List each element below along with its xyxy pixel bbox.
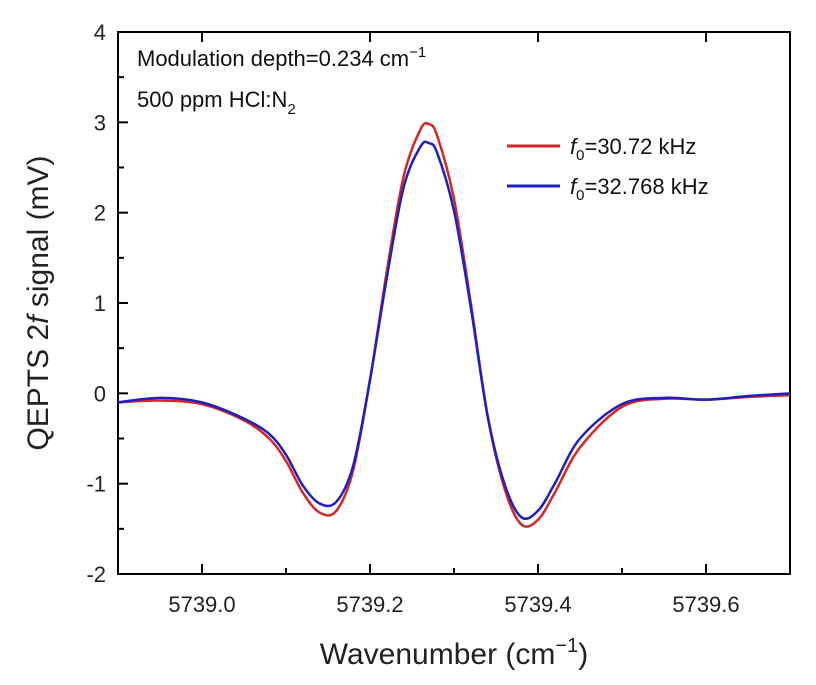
legend: f0=30.72 kHz f0=32.768 kHz bbox=[507, 134, 709, 204]
y-tick-label: -1 bbox=[86, 472, 106, 497]
y-tick-label: 3 bbox=[94, 110, 106, 135]
y-tick-label: 1 bbox=[94, 291, 106, 316]
legend-label-red: f0=30.72 kHz bbox=[570, 134, 696, 164]
series-line-30-72-khz bbox=[118, 121, 790, 528]
legend-label-blue: f0=32.768 kHz bbox=[570, 174, 709, 204]
y-axis-title: QEPTS 2f signal (mV) bbox=[22, 155, 55, 450]
plot-frame bbox=[117, 31, 791, 575]
series-lines bbox=[118, 121, 790, 528]
x-tick-label: 5739.2 bbox=[336, 592, 403, 617]
tick-labels: 5739.0 5739.2 5739.4 5739.6 -2 -1 0 1 2 3 4 bbox=[86, 20, 739, 617]
ticks bbox=[118, 31, 707, 575]
annotation-modulation-depth: Modulation depth=0.234 cm−1 bbox=[137, 44, 426, 71]
x-axis-title: Wavenumber (cm−1) bbox=[320, 635, 588, 671]
x-tick-label: 5739.6 bbox=[672, 592, 739, 617]
y-tick-label: -2 bbox=[86, 562, 106, 587]
y-tick-label: 4 bbox=[94, 20, 106, 45]
x-tick-label: 5739.4 bbox=[504, 592, 571, 617]
annotation-gas-mixture: 500 ppm HCl:N2 bbox=[137, 87, 296, 118]
y-tick-label: 0 bbox=[94, 381, 106, 406]
y-tick-label: 2 bbox=[94, 201, 106, 226]
x-tick-label: 5739.0 bbox=[168, 592, 235, 617]
series-line-32-768-khz bbox=[118, 140, 790, 521]
